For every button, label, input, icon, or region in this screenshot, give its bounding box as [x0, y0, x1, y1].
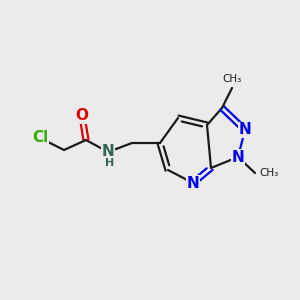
Text: N: N — [187, 176, 200, 190]
Text: CH₃: CH₃ — [222, 74, 242, 84]
Text: O: O — [76, 109, 88, 124]
Text: Cl: Cl — [32, 130, 48, 146]
Text: CH₃: CH₃ — [259, 168, 278, 178]
Text: N: N — [238, 122, 251, 137]
Text: N: N — [232, 149, 244, 164]
Text: H: H — [105, 158, 115, 168]
Text: N: N — [102, 145, 114, 160]
